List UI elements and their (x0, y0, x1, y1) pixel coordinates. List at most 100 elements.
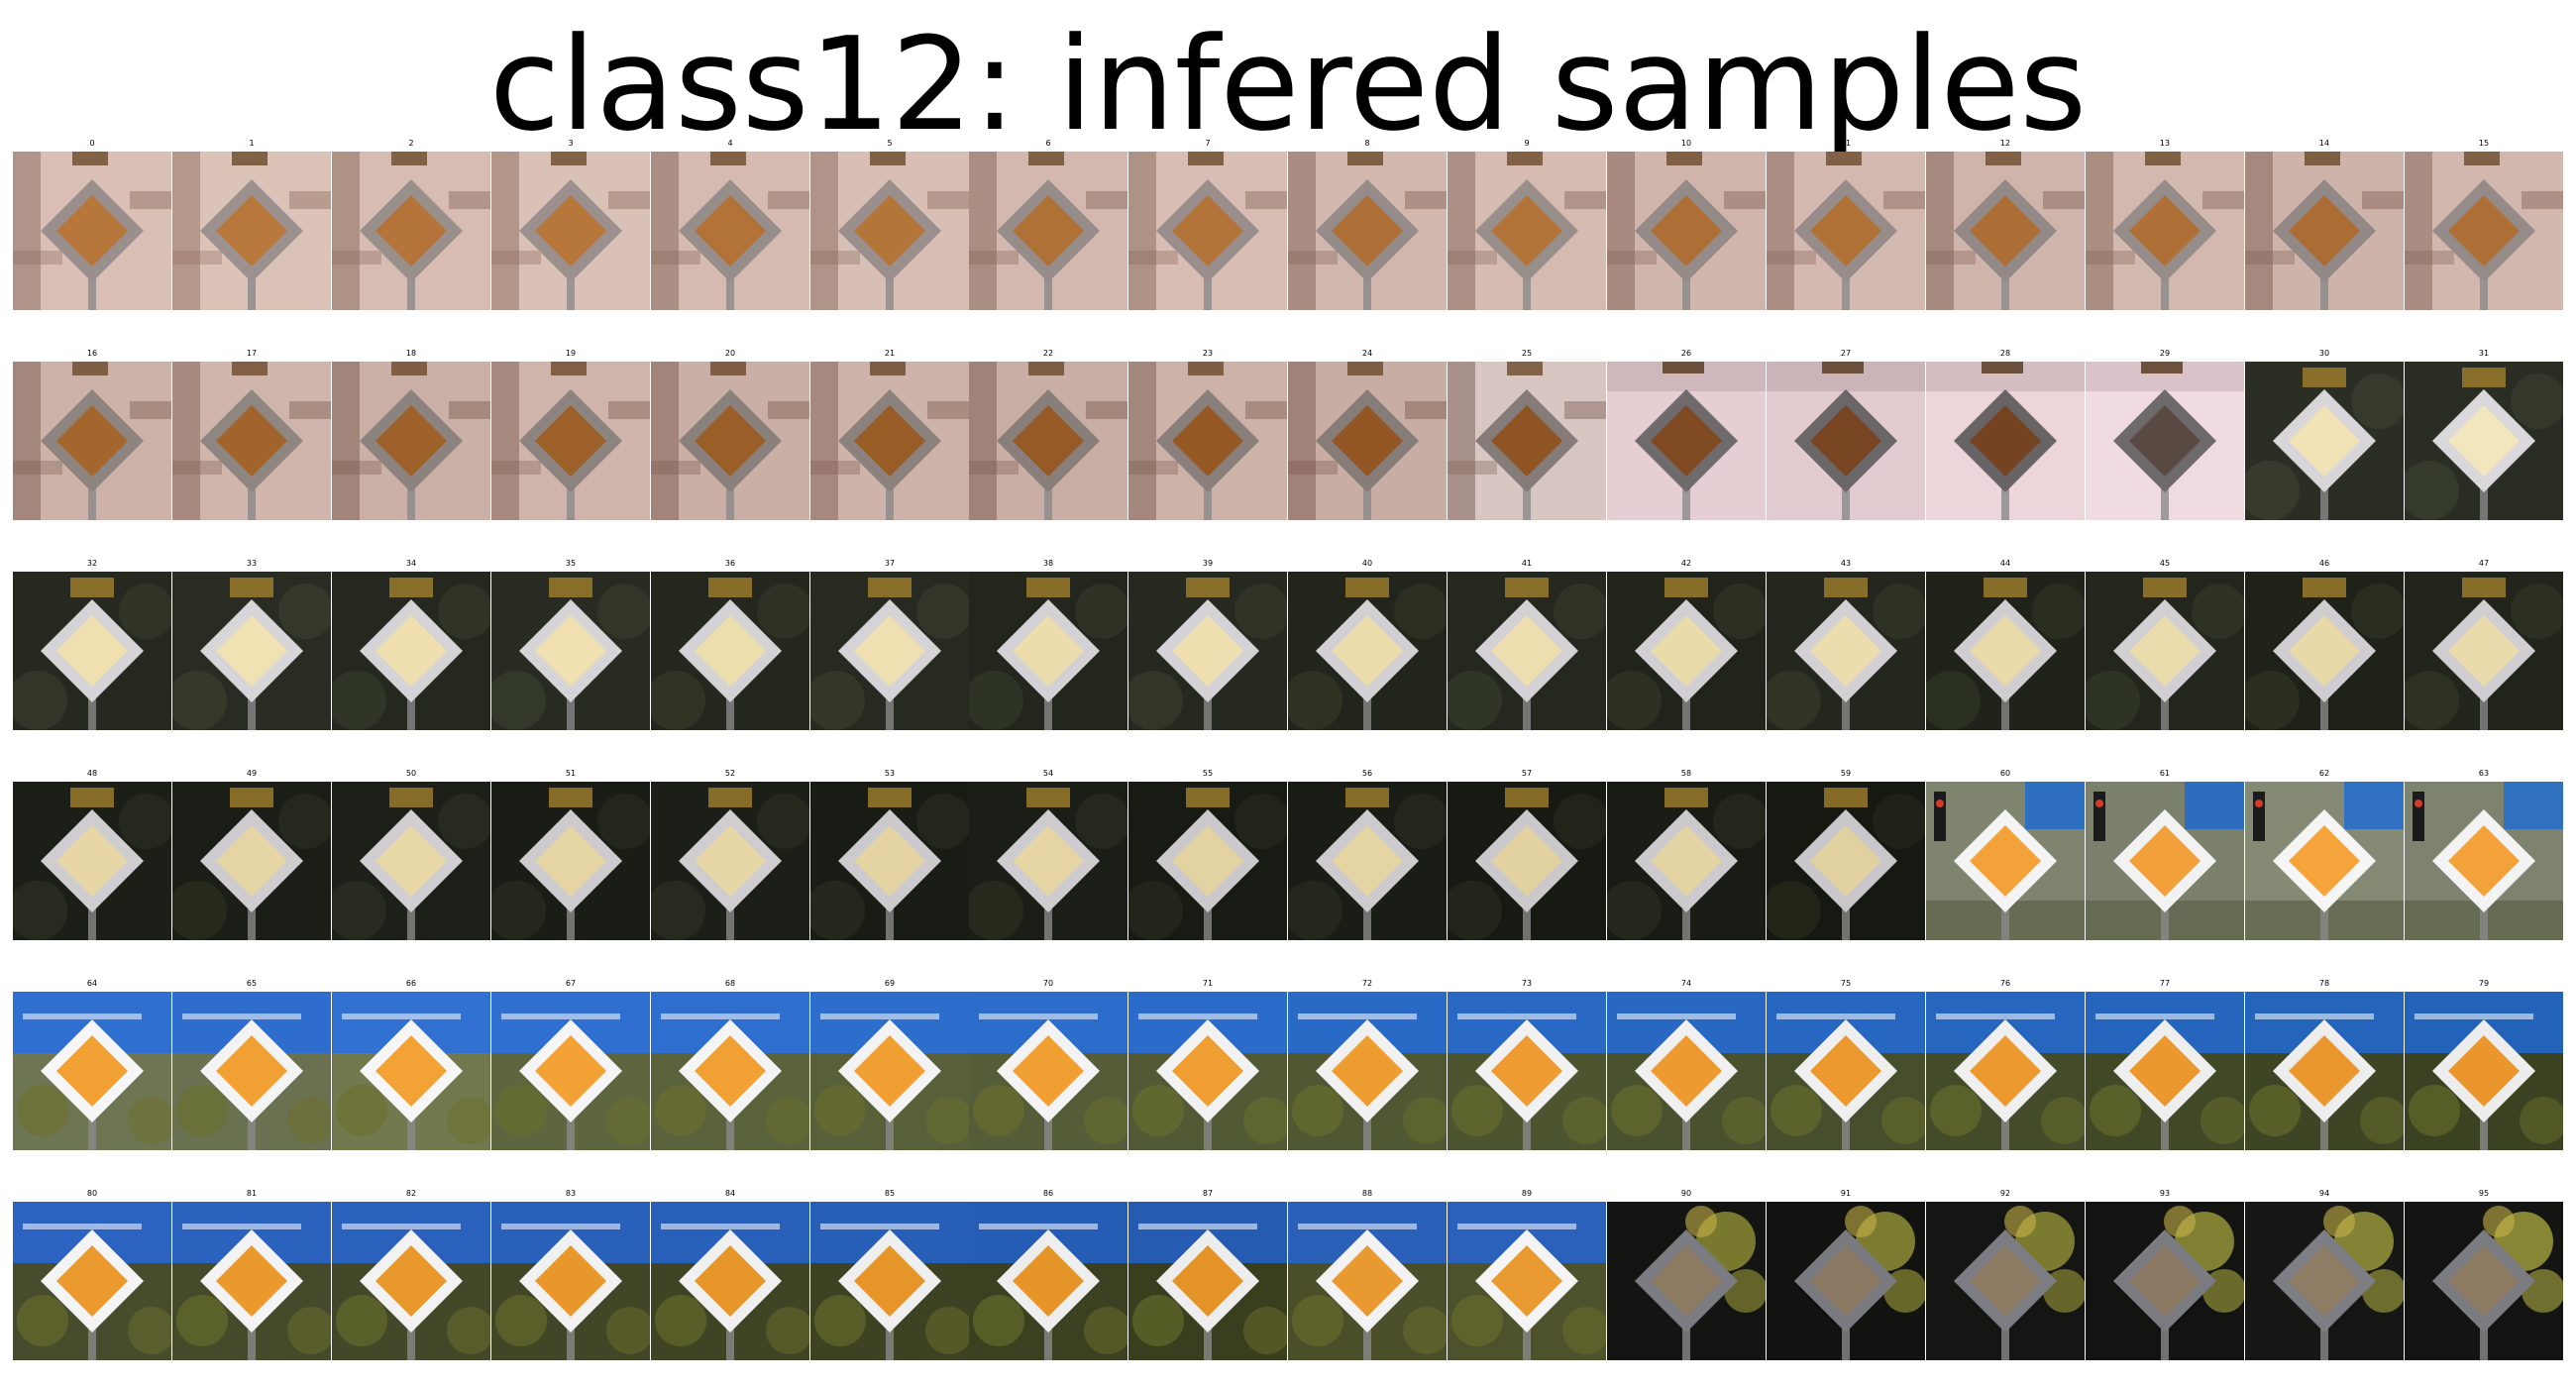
window-band (491, 251, 541, 265)
sign-center (1810, 825, 1881, 897)
sign-pole (726, 1329, 734, 1360)
window-band (927, 191, 969, 209)
priority-road-sign-image (1607, 992, 1766, 1150)
wall-column (651, 362, 679, 520)
foliage-blob (1451, 1295, 1503, 1346)
traffic-light-lamp (1936, 800, 1944, 807)
sample-index-label: 33 (246, 559, 258, 568)
sign-center (376, 825, 447, 897)
sign-pole (1044, 908, 1052, 940)
sign-center (1332, 825, 1403, 897)
priority-road-sign-image (2245, 992, 2404, 1150)
sample-index-label: 7 (1205, 139, 1211, 148)
sign-pole (407, 1329, 415, 1360)
sign-plate (868, 788, 912, 807)
priority-road-sign-image (651, 1202, 809, 1360)
wall-column (332, 362, 360, 520)
sign-pole (726, 698, 734, 730)
foliage-blob (491, 671, 546, 730)
sign-pole (726, 908, 734, 940)
foliage-blob (332, 671, 386, 730)
sign-center (376, 405, 447, 477)
window-band (1288, 251, 1338, 265)
sign-pole (2001, 488, 2009, 520)
sign-center (1013, 1245, 1084, 1317)
foliage-blob (973, 1085, 1024, 1136)
sign-plate (2464, 152, 2500, 165)
foliage-blob (1084, 1097, 1127, 1144)
foliage-blob (2351, 373, 2404, 429)
sample-thumbnail (1767, 782, 1925, 940)
foliage-blob (925, 1097, 969, 1144)
window-band (969, 251, 1019, 265)
sample-index-label: 44 (1999, 559, 2011, 568)
sign-plate (1026, 578, 1070, 597)
foliage-blob (1292, 1085, 1343, 1136)
sample-thumbnail (1288, 782, 1447, 940)
foliage-blob (491, 881, 546, 940)
sign-center (1810, 1245, 1881, 1317)
foliage-blob (176, 1295, 228, 1346)
traffic-light (2093, 792, 2105, 841)
sample-thumbnail (1607, 1202, 1766, 1360)
signboard-text-line (2095, 1014, 2214, 1019)
blue-signboard (2344, 782, 2404, 829)
window-band (1086, 191, 1127, 209)
foliage-blob (969, 881, 1023, 940)
sample-thumbnail (172, 152, 331, 310)
sample-index-label: 91 (1840, 1189, 1852, 1198)
foliage-blob (495, 1085, 547, 1136)
sample-thumbnail (1288, 1202, 1447, 1360)
sign-plate (70, 788, 114, 807)
foliage-blob (1394, 794, 1447, 849)
sign-plate (1986, 152, 2021, 165)
sign-plate (389, 578, 433, 597)
foliage-blob (2004, 1206, 2036, 1237)
foliage-blob (1075, 794, 1127, 849)
window-band (969, 461, 1019, 475)
window-band (289, 401, 331, 419)
sign-pole (1523, 488, 1531, 520)
sign-center (1491, 1035, 1562, 1107)
priority-road-sign-image (1767, 1202, 1925, 1360)
sign-pole (1523, 1329, 1531, 1360)
sample-thumbnail (1128, 782, 1287, 940)
priority-road-sign-image (1926, 1202, 2085, 1360)
sign-center (1332, 405, 1403, 477)
window-band (651, 461, 700, 475)
sign-pole (1363, 908, 1371, 940)
priority-road-sign-image (172, 1202, 331, 1360)
sample-thumbnail (2086, 992, 2244, 1150)
foliage-blob (1611, 1085, 1663, 1136)
sign-plate (70, 578, 114, 597)
sample-thumbnail (1926, 572, 2085, 730)
sign-pole (2001, 698, 2009, 730)
sign-plate (870, 152, 906, 165)
sign-center (535, 405, 606, 477)
sign-pole (2320, 698, 2328, 730)
sign-center (1491, 195, 1562, 267)
sign-pole (1682, 278, 1690, 310)
foliage-blob (2164, 1206, 2196, 1237)
sign-plate (1666, 152, 1702, 165)
sign-pole (2161, 698, 2169, 730)
sample-thumbnail (1767, 152, 1925, 310)
sample-index-label: 19 (565, 349, 577, 358)
priority-road-sign-image (172, 152, 331, 310)
sign-center (1172, 825, 1243, 897)
foliage-blob (336, 1295, 387, 1346)
sign-center (2129, 1035, 2200, 1107)
priority-road-sign-image (172, 992, 331, 1150)
sample-index-label: 68 (724, 979, 736, 988)
sign-pole (1523, 1119, 1531, 1150)
sample-thumbnail (2245, 782, 2404, 940)
sign-center (1970, 405, 2041, 477)
foliage-blob (1767, 881, 1821, 940)
foliage-blob (1562, 1097, 1606, 1144)
foliage-blob (438, 794, 490, 849)
priority-road-sign-image (1767, 572, 1925, 730)
priority-road-sign-image (969, 152, 1127, 310)
sign-center (1810, 405, 1881, 477)
sign-center (2448, 1035, 2520, 1107)
sample-thumbnail (1607, 152, 1766, 310)
